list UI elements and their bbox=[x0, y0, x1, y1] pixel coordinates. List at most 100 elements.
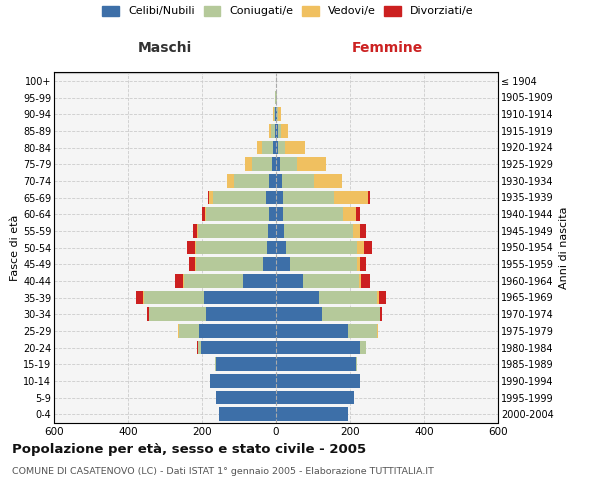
Bar bbox=[334, 190, 368, 204]
Legend: Celibi/Nubili, Coniugati/e, Vedovi/e, Divorziati/e: Celibi/Nubili, Coniugati/e, Vedovi/e, Di… bbox=[103, 6, 473, 16]
Bar bbox=[227, 174, 234, 188]
Bar bbox=[276, 158, 280, 171]
Bar bbox=[343, 208, 356, 221]
Bar bbox=[147, 308, 149, 321]
Bar bbox=[175, 274, 183, 287]
Bar bbox=[276, 108, 277, 121]
Bar bbox=[144, 290, 204, 304]
Bar bbox=[276, 174, 281, 188]
Bar bbox=[276, 140, 278, 154]
Bar bbox=[276, 308, 322, 321]
Bar bbox=[278, 124, 281, 138]
Bar bbox=[210, 374, 276, 388]
Bar bbox=[359, 274, 361, 287]
Bar bbox=[245, 158, 252, 171]
Bar bbox=[283, 208, 343, 221]
Bar bbox=[179, 324, 199, 338]
Bar bbox=[234, 174, 269, 188]
Bar bbox=[276, 290, 319, 304]
Bar bbox=[290, 258, 358, 271]
Bar bbox=[244, 274, 276, 287]
Bar bbox=[184, 274, 244, 287]
Bar bbox=[196, 240, 267, 254]
Bar bbox=[269, 208, 276, 221]
Bar bbox=[360, 224, 365, 237]
Bar bbox=[274, 140, 276, 154]
Text: COMUNE DI CASATENOVO (LC) - Dati ISTAT 1° gennaio 2005 - Elaborazione TUTTITALIA: COMUNE DI CASATENOVO (LC) - Dati ISTAT 1… bbox=[12, 468, 434, 476]
Bar bbox=[274, 108, 275, 121]
Bar bbox=[276, 224, 284, 237]
Bar bbox=[284, 224, 353, 237]
Bar bbox=[380, 308, 382, 321]
Bar bbox=[252, 158, 272, 171]
Bar bbox=[276, 258, 290, 271]
Bar bbox=[206, 208, 269, 221]
Bar bbox=[276, 408, 348, 421]
Bar bbox=[281, 124, 288, 138]
Bar bbox=[269, 124, 271, 138]
Bar bbox=[199, 324, 276, 338]
Bar bbox=[218, 408, 276, 421]
Bar bbox=[276, 324, 348, 338]
Bar bbox=[348, 324, 377, 338]
Text: Popolazione per età, sesso e stato civile - 2005: Popolazione per età, sesso e stato civil… bbox=[12, 442, 366, 456]
Text: Maschi: Maschi bbox=[138, 41, 192, 55]
Bar bbox=[353, 224, 360, 237]
Bar bbox=[263, 258, 276, 271]
Bar bbox=[275, 124, 276, 138]
Bar bbox=[204, 290, 276, 304]
Bar bbox=[209, 190, 213, 204]
Bar bbox=[276, 190, 283, 204]
Bar bbox=[193, 224, 197, 237]
Bar bbox=[276, 358, 356, 371]
Bar bbox=[199, 224, 268, 237]
Bar bbox=[215, 358, 216, 371]
Bar bbox=[149, 308, 206, 321]
Bar bbox=[269, 174, 276, 188]
Bar bbox=[216, 358, 276, 371]
Bar bbox=[183, 274, 184, 287]
Y-axis label: Fasce di età: Fasce di età bbox=[10, 214, 20, 280]
Bar bbox=[276, 208, 283, 221]
Bar bbox=[364, 240, 372, 254]
Bar bbox=[272, 158, 276, 171]
Bar bbox=[276, 240, 286, 254]
Bar bbox=[143, 290, 144, 304]
Bar bbox=[195, 258, 196, 271]
Bar bbox=[286, 240, 358, 254]
Bar bbox=[358, 240, 364, 254]
Bar bbox=[275, 108, 276, 121]
Bar bbox=[197, 224, 199, 237]
Bar bbox=[276, 390, 354, 404]
Bar bbox=[281, 174, 314, 188]
Bar bbox=[271, 124, 275, 138]
Bar bbox=[358, 258, 361, 271]
Bar bbox=[278, 108, 281, 121]
Bar bbox=[319, 290, 377, 304]
Bar bbox=[276, 374, 361, 388]
Y-axis label: Anni di nascita: Anni di nascita bbox=[559, 206, 569, 288]
Bar bbox=[257, 140, 262, 154]
Bar bbox=[377, 290, 379, 304]
Bar bbox=[368, 190, 370, 204]
Bar bbox=[190, 258, 195, 271]
Bar bbox=[377, 324, 378, 338]
Bar bbox=[266, 190, 276, 204]
Bar bbox=[378, 324, 379, 338]
Bar bbox=[202, 208, 205, 221]
Bar bbox=[262, 140, 274, 154]
Bar bbox=[206, 308, 276, 321]
Bar bbox=[276, 274, 302, 287]
Bar bbox=[277, 108, 278, 121]
Bar bbox=[268, 224, 276, 237]
Bar bbox=[187, 240, 194, 254]
Bar bbox=[280, 158, 298, 171]
Bar bbox=[302, 274, 359, 287]
Bar bbox=[136, 290, 143, 304]
Bar bbox=[379, 290, 386, 304]
Bar bbox=[276, 124, 278, 138]
Bar bbox=[356, 358, 358, 371]
Bar bbox=[213, 190, 266, 204]
Bar bbox=[322, 308, 380, 321]
Bar bbox=[197, 340, 201, 354]
